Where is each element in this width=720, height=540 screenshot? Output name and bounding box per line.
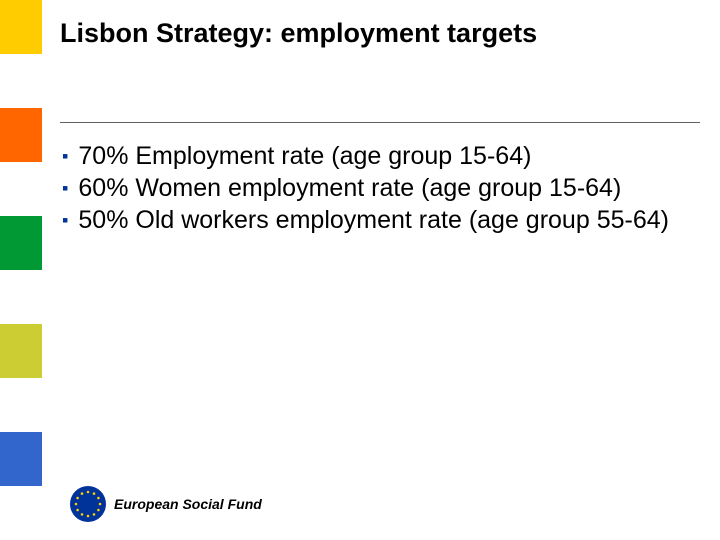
sidebar-block — [0, 270, 42, 324]
horizontal-divider — [60, 122, 700, 123]
bullet-marker-icon: ▪ — [60, 173, 78, 203]
sidebar-block — [0, 162, 42, 216]
sidebar-block — [0, 54, 42, 108]
sidebar-block — [0, 108, 42, 162]
sidebar-block — [0, 378, 42, 432]
list-item: ▪ 50% Old workers employment rate (age g… — [60, 205, 700, 235]
sidebar-color-strip — [0, 0, 42, 540]
sidebar-block — [0, 432, 42, 486]
footer-text: European Social Fund — [114, 496, 262, 512]
bullet-text: 70% Employment rate (age group 15-64) — [78, 141, 531, 171]
sidebar-block — [0, 486, 42, 540]
bullet-marker-icon: ▪ — [60, 205, 78, 235]
content-area: Lisbon Strategy: employment targets ▪ 70… — [60, 0, 700, 540]
bullet-text: 50% Old workers employment rate (age gro… — [78, 205, 669, 235]
list-item: ▪ 70% Employment rate (age group 15-64) — [60, 141, 700, 171]
sidebar-block — [0, 0, 42, 54]
footer: European Social Fund — [70, 486, 262, 522]
slide-title: Lisbon Strategy: employment targets — [60, 0, 700, 119]
bullet-marker-icon: ▪ — [60, 141, 78, 171]
bullet-list: ▪ 70% Employment rate (age group 15-64) … — [60, 119, 700, 235]
eu-flag-icon — [70, 486, 106, 522]
sidebar-block — [0, 216, 42, 270]
bullet-text: 60% Women employment rate (age group 15-… — [78, 173, 621, 203]
list-item: ▪ 60% Women employment rate (age group 1… — [60, 173, 700, 203]
sidebar-block — [0, 324, 42, 378]
